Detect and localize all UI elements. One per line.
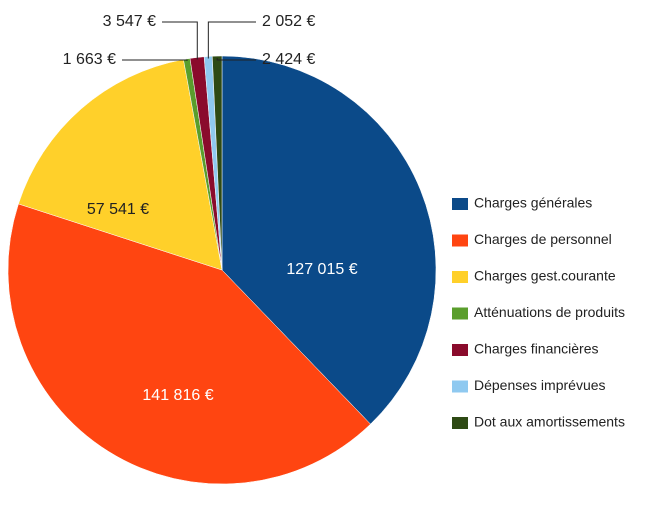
pie-slice — [18, 59, 223, 271]
legend-swatch — [452, 417, 468, 429]
legend-swatch — [452, 344, 468, 356]
legend-swatch — [452, 271, 468, 283]
leader-line — [122, 59, 188, 61]
legend-swatch — [452, 234, 468, 247]
data-label: 2 052 € — [262, 13, 315, 30]
legend-swatch — [452, 380, 468, 393]
data-label: 141 816 € — [142, 387, 213, 404]
leader-line — [207, 21, 256, 59]
legend-label: Dot aux amortissements — [474, 414, 625, 430]
legend-label: Charges financières — [474, 341, 599, 357]
leader-line — [162, 21, 198, 60]
legend-label: Charges gest.courante — [474, 268, 616, 284]
data-label: 127 015 € — [286, 261, 357, 278]
data-label: 57 541 € — [87, 201, 149, 218]
legend-label: Charges de personnel — [474, 231, 612, 247]
data-label: 1 663 € — [63, 51, 116, 68]
pie-slice — [212, 55, 223, 271]
legend-swatch — [452, 307, 468, 320]
legend-label: Charges générales — [474, 195, 592, 211]
pie-slice — [221, 55, 437, 425]
pie-slice — [7, 203, 371, 485]
data-label: 3 547 € — [103, 13, 156, 30]
leader-line — [216, 58, 256, 61]
legend-swatch — [452, 198, 468, 210]
data-label: 2 424 € — [262, 51, 315, 68]
legend-label: Atténuations de produits — [474, 304, 625, 320]
legend-label: Dépenses imprévues — [474, 377, 606, 393]
